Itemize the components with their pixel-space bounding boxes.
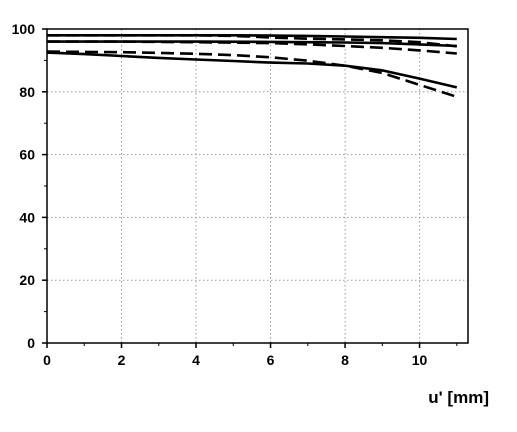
y-tick-label: 100: [12, 21, 36, 37]
x-tick-label: 8: [341, 352, 349, 368]
axis-ticks: [42, 28, 458, 348]
series-line-5-solid: [46, 51, 458, 89]
series-line-4-dashed: [47, 40, 457, 55]
x-tick-label: 0: [43, 352, 51, 368]
series-line-2-dashed: [47, 34, 457, 48]
gridlines: [47, 29, 468, 343]
y-tick-label: 80: [19, 84, 35, 100]
y-tick-label: 20: [19, 272, 35, 288]
x-axis-label: u' [mm]: [428, 388, 489, 407]
series-line-1-solid: [47, 34, 457, 41]
y-tick-label: 60: [19, 147, 35, 163]
series-lines: [46, 34, 458, 99]
x-tick-label: 4: [192, 352, 200, 368]
tick-labels: 0 20 40 60 80 100 0 2 4 6 8 10: [12, 21, 428, 368]
series-line-6-dashed: [46, 50, 458, 99]
y-tick-label: 40: [19, 209, 35, 225]
x-tick-label: 6: [267, 352, 275, 368]
y-tick-label: 0: [27, 335, 35, 351]
x-tick-label: 10: [412, 352, 428, 368]
x-tick-label: 2: [118, 352, 126, 368]
